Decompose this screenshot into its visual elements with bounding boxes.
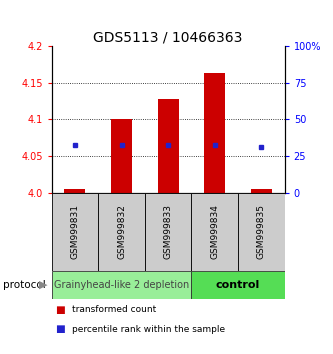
Text: ▶: ▶ [39,280,48,290]
Bar [158,99,179,193]
Bar [111,120,132,193]
Text: ■: ■ [55,305,65,315]
Text: protocol: protocol [3,280,46,290]
Bar [204,73,225,193]
Text: GSM999832: GSM999832 [117,204,126,259]
Bar [52,193,98,271]
Title: GDS5113 / 10466363: GDS5113 / 10466363 [94,31,243,45]
Bar [191,193,238,271]
Text: GSM999831: GSM999831 [70,204,80,259]
Bar [64,189,85,193]
Text: Grainyhead-like 2 depletion: Grainyhead-like 2 depletion [54,280,189,290]
Text: control: control [216,280,260,290]
Bar [98,193,145,271]
Text: GSM999833: GSM999833 [164,204,173,259]
Bar [145,193,191,271]
Bar [238,193,285,271]
Text: transformed count: transformed count [72,305,156,314]
Text: GSM999834: GSM999834 [210,204,219,259]
Bar [251,189,272,193]
Text: ■: ■ [55,324,65,334]
Bar [52,271,191,299]
Text: GSM999835: GSM999835 [257,204,266,259]
Bar [191,271,285,299]
Text: percentile rank within the sample: percentile rank within the sample [72,325,225,334]
